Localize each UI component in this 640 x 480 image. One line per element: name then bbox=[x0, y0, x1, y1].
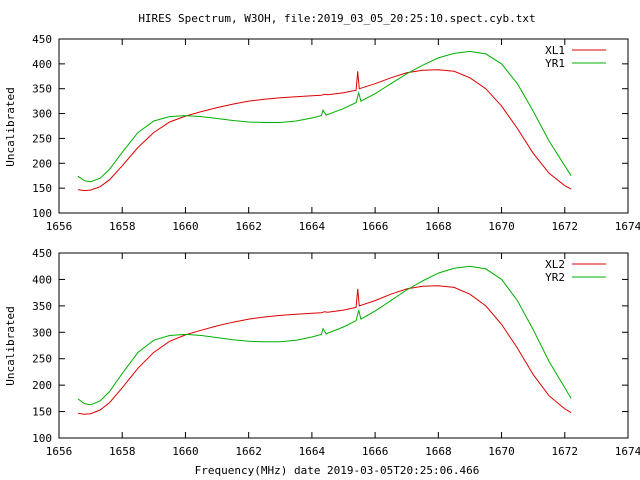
x-tick-label: 1666 bbox=[362, 220, 389, 233]
x-tick-label: 1672 bbox=[552, 445, 579, 458]
plot-frame bbox=[58, 38, 629, 214]
x-tick-label: 1664 bbox=[299, 445, 326, 458]
series-line-yr1 bbox=[77, 50, 572, 183]
legend-label-xl2: XL2 bbox=[545, 258, 565, 271]
x-tick-label: 1670 bbox=[488, 445, 515, 458]
y-tick-label: 100 bbox=[32, 207, 52, 220]
y-tick-label: 100 bbox=[32, 432, 52, 445]
x-tick-label: 1670 bbox=[488, 220, 515, 233]
x-tick-label: 1662 bbox=[235, 445, 262, 458]
x-tick-label: 1672 bbox=[552, 220, 579, 233]
y-tick-label: 300 bbox=[32, 108, 52, 121]
y-tick-label: 200 bbox=[32, 157, 52, 170]
plot-frame bbox=[58, 252, 629, 439]
y-tick-label: 150 bbox=[32, 182, 52, 195]
x-tick-label: 1674 bbox=[615, 220, 640, 233]
lower-plot-panel: 100 150 200 250 300 350 400 450 1656 1658 1660 1662… bbox=[4, 247, 640, 458]
x-tick-label: 1656 bbox=[46, 445, 73, 458]
x-tick-label: 1656 bbox=[46, 220, 73, 233]
chart-title: HIRES Spectrum, W3OH, file:2019_03_05_20… bbox=[138, 12, 535, 25]
x-tick-label: 1660 bbox=[172, 445, 199, 458]
x-tick-label: 1674 bbox=[615, 445, 640, 458]
upper-plot-panel: 100 150 200 250 300 350 400 450 1656 1658 1660 1662… bbox=[4, 33, 640, 233]
series-line-xl2 bbox=[77, 285, 572, 415]
y-tick-label: 350 bbox=[32, 300, 52, 313]
legend-label-yr1: YR1 bbox=[545, 57, 565, 70]
y-tick-label: 200 bbox=[32, 379, 52, 392]
x-tick-label: 1666 bbox=[362, 445, 389, 458]
y-tick-label: 450 bbox=[32, 33, 52, 46]
y-tick-label: 350 bbox=[32, 83, 52, 96]
x-tick-label: 1664 bbox=[299, 220, 326, 233]
y-tick-label: 400 bbox=[32, 273, 52, 286]
x-axis-label: Frequency(MHz) date 2019-03-05T20:25:06.… bbox=[195, 464, 480, 477]
x-tick-label: 1658 bbox=[109, 220, 136, 233]
y-tick-label: 450 bbox=[32, 247, 52, 260]
y-tick-label: 150 bbox=[32, 406, 52, 419]
y-tick-label: 300 bbox=[32, 326, 52, 339]
x-tick-label: 1658 bbox=[109, 445, 136, 458]
y-axis-label: Uncalibrated bbox=[4, 87, 17, 166]
x-tick-label: 1660 bbox=[172, 220, 199, 233]
legend-label-yr2: YR2 bbox=[545, 271, 565, 284]
y-tick-label: 250 bbox=[32, 132, 52, 145]
legend-label-xl1: XL1 bbox=[545, 44, 565, 57]
series-line-xl1 bbox=[77, 69, 572, 192]
y-tick-label: 400 bbox=[32, 58, 52, 71]
x-tick-label: 1662 bbox=[235, 220, 262, 233]
y-axis-label: Uncalibrated bbox=[4, 306, 17, 385]
y-tick-label: 250 bbox=[32, 353, 52, 366]
x-tick-label: 1668 bbox=[425, 445, 452, 458]
x-tick-label: 1668 bbox=[425, 220, 452, 233]
series-line-yr2 bbox=[77, 265, 572, 406]
